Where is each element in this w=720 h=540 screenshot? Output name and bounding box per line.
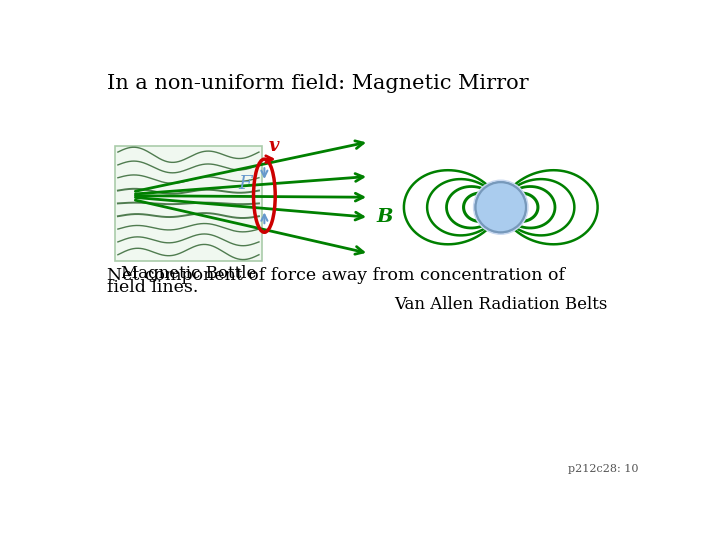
Text: Net component of force away from concentration of: Net component of force away from concent… [107,267,565,284]
Text: In a non-uniform field: Magnetic Mirror: In a non-uniform field: Magnetic Mirror [107,74,528,93]
FancyBboxPatch shape [114,146,262,261]
Text: p212c28: 10: p212c28: 10 [568,464,639,475]
Ellipse shape [476,182,526,232]
Text: v: v [269,137,279,156]
Ellipse shape [476,182,526,232]
Text: field lines.: field lines. [107,279,199,296]
Ellipse shape [473,179,528,235]
Text: F: F [238,175,252,193]
Text: B: B [377,208,393,226]
Text: Van Allen Radiation Belts: Van Allen Radiation Belts [394,296,608,313]
Text: Magnetic Bottle: Magnetic Bottle [121,265,256,282]
